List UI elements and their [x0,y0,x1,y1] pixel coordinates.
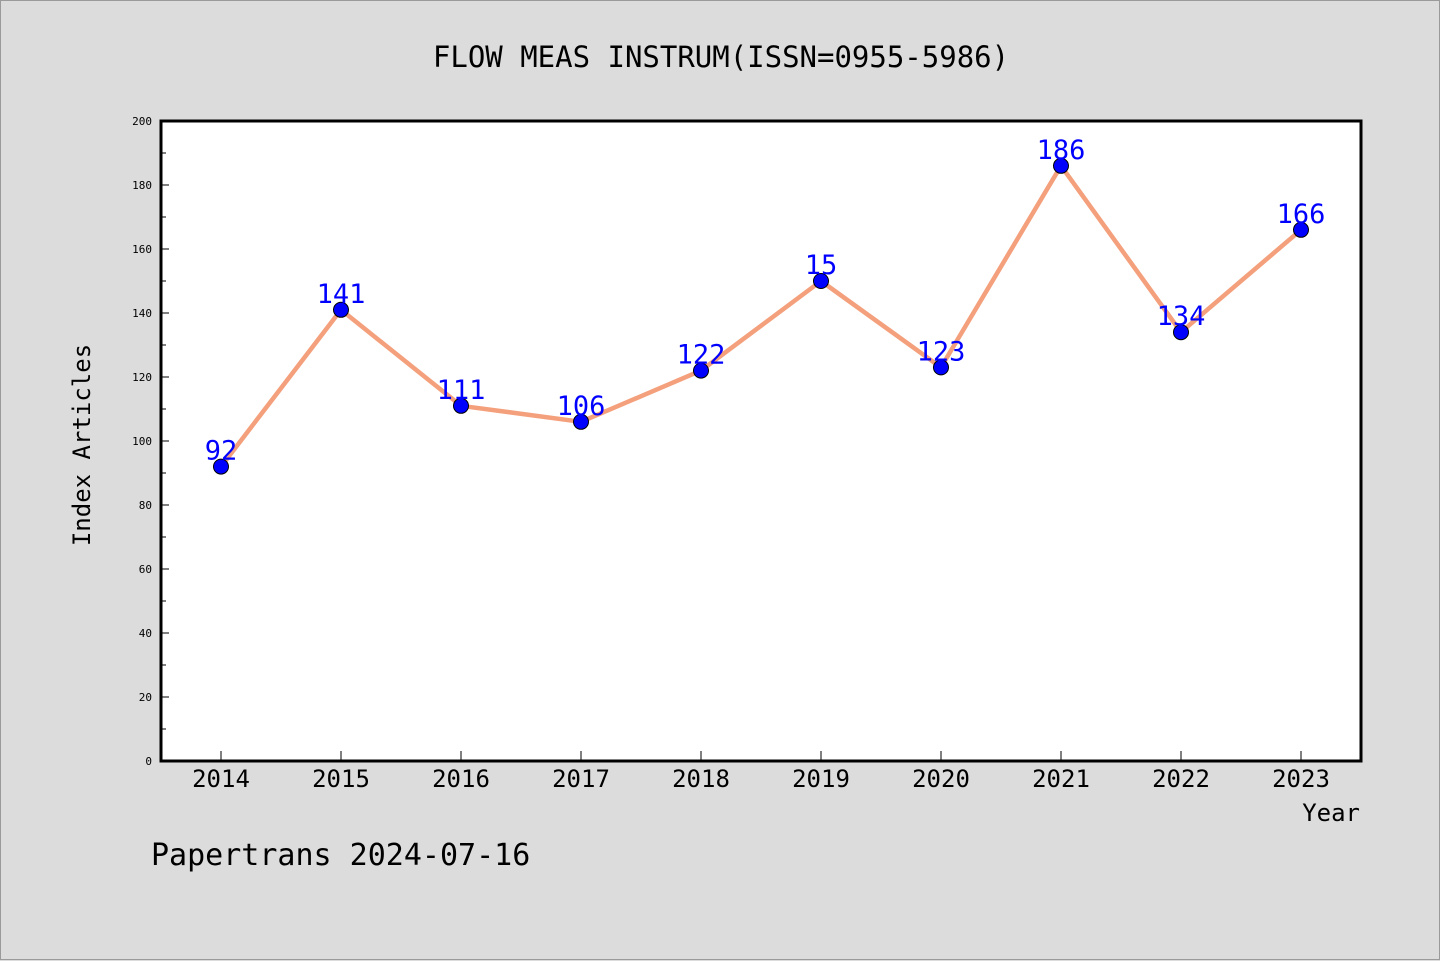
data-label-2017: 106 [557,391,606,422]
y-tick-label: 140 [132,307,152,320]
data-labels: 92 141 111 106 122 15 123 186 134 166 [205,135,1326,467]
data-point-2016 [453,397,469,414]
data-point-2023 [1293,221,1309,238]
x-tick-label: 2016 [432,765,490,793]
data-label-2016: 111 [437,375,486,406]
data-point-2018 [693,362,709,379]
x-tick-label: 2022 [1152,765,1210,793]
x-axis: 2014 2015 2016 2017 2018 2019 2020 2021 2022 2023 [192,751,1330,793]
y-axis-title: Index Articles [68,344,96,546]
data-label-2021: 186 [1037,135,1086,166]
y-tick-label: 60 [139,563,152,576]
data-point-2022 [1173,324,1189,341]
plot-area [159,119,1363,763]
series-line [218,163,1304,469]
x-tick-label: 2020 [912,765,970,793]
x-tick-label: 2023 [1272,765,1330,793]
y-tick-label: 0 [145,755,152,768]
y-tick-label: 20 [139,691,152,704]
data-label-2014: 92 [205,436,238,467]
data-label-2015: 141 [317,279,366,310]
x-tick-label: 2015 [312,765,370,793]
chart-title: FLOW MEAS INSTRUM(ISSN=0955-5986) [433,40,1009,74]
y-tick-label: 80 [139,499,152,512]
x-axis-title: Year [1302,799,1360,827]
x-tick-label: 2021 [1032,765,1090,793]
x-tick-label: 2019 [792,765,850,793]
data-label-2020: 123 [917,336,966,367]
x-tick-label: 2014 [192,765,250,793]
series-points [213,157,1309,475]
data-label-2022: 134 [1157,301,1206,332]
y-tick-label: 160 [132,243,152,256]
y-tick-label: 200 [132,115,152,128]
data-label-2023: 166 [1277,199,1326,230]
data-label-2019: 15 [805,250,838,281]
data-point-2019 [813,273,829,289]
y-tick-label: 120 [132,371,152,384]
footer-credit: Papertrans 2024-07-16 [151,838,530,873]
y-tick-label: 180 [132,179,152,192]
x-tick-label: 2018 [672,765,730,793]
data-point-2017 [573,413,589,430]
series-polyline [218,163,1304,469]
data-point-2020 [933,359,949,376]
data-point-2015 [333,301,349,318]
data-label-2018: 122 [677,340,726,371]
y-tick-label: 100 [132,435,152,448]
data-point-2014 [213,458,229,475]
y-tick-label: 40 [139,627,152,640]
data-point-2021 [1053,157,1069,174]
x-tick-label: 2017 [552,765,610,793]
y-axis: 0 20 40 60 80 100 120 140 160 180 200 [132,115,169,768]
